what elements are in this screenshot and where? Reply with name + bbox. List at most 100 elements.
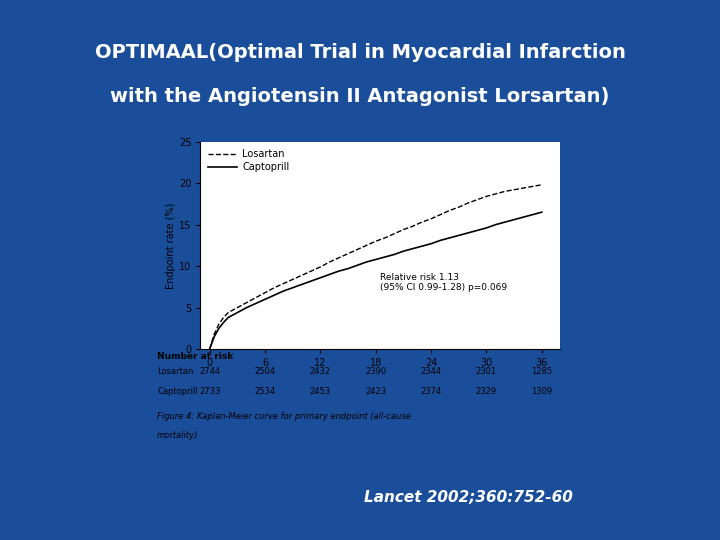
Captoprill xyxy=(251,300,260,307)
Captoprill xyxy=(219,319,228,326)
Captoprill xyxy=(381,254,390,260)
Y-axis label: Endpoint rate (%): Endpoint rate (%) xyxy=(166,202,176,288)
Losartan xyxy=(205,346,214,353)
Text: Lancet 2002;360:752-60: Lancet 2002;360:752-60 xyxy=(364,490,572,505)
Captoprill xyxy=(399,248,408,254)
Captoprill xyxy=(205,346,214,353)
Captoprill xyxy=(362,259,371,265)
Losartan xyxy=(307,268,315,274)
Text: mortality): mortality) xyxy=(157,431,199,440)
Losartan xyxy=(464,200,472,206)
Losartan xyxy=(261,289,269,296)
Losartan xyxy=(224,309,233,316)
Captoprill xyxy=(242,305,251,311)
Losartan xyxy=(408,223,417,230)
Losartan xyxy=(362,242,371,248)
Losartan xyxy=(297,272,306,279)
Captoprill xyxy=(408,246,417,252)
Captoprill xyxy=(325,271,334,278)
Losartan xyxy=(325,259,334,265)
Text: 2432: 2432 xyxy=(310,367,331,376)
Text: Losartan: Losartan xyxy=(157,367,194,376)
Captoprill xyxy=(297,281,306,288)
Captoprill xyxy=(500,219,509,225)
Text: Captoprill: Captoprill xyxy=(157,387,198,395)
Text: 1309: 1309 xyxy=(531,387,552,395)
Text: 2374: 2374 xyxy=(420,387,441,395)
Captoprill xyxy=(519,214,528,220)
Captoprill xyxy=(482,225,491,231)
Losartan xyxy=(427,215,436,222)
Captoprill xyxy=(279,288,288,294)
Losartan xyxy=(519,185,528,191)
Losartan xyxy=(454,204,463,211)
Captoprill xyxy=(261,296,269,302)
Losartan xyxy=(381,235,390,241)
Captoprill xyxy=(353,262,361,268)
Losartan xyxy=(399,226,408,233)
Losartan xyxy=(372,238,380,245)
Losartan xyxy=(270,285,279,291)
Losartan xyxy=(390,231,398,237)
Line: Captoprill: Captoprill xyxy=(210,212,541,349)
Text: with the Angiotensin II Antagonist Lorsartan): with the Angiotensin II Antagonist Lorsa… xyxy=(110,87,610,106)
Line: Losartan: Losartan xyxy=(210,185,541,349)
Captoprill xyxy=(510,217,518,223)
Captoprill xyxy=(454,232,463,239)
Captoprill xyxy=(224,314,233,321)
Losartan xyxy=(445,207,454,214)
Losartan xyxy=(242,299,251,306)
Text: Relative risk 1.13
(95% CI 0.99-1.28) p=0.069: Relative risk 1.13 (95% CI 0.99-1.28) p=… xyxy=(380,273,508,293)
Text: 2504: 2504 xyxy=(254,367,276,376)
Captoprill xyxy=(270,292,279,299)
Text: 2423: 2423 xyxy=(365,387,386,395)
Captoprill xyxy=(233,309,242,316)
Text: 2534: 2534 xyxy=(254,387,276,395)
Losartan xyxy=(288,276,297,282)
Captoprill xyxy=(372,256,380,263)
Captoprill xyxy=(491,221,500,228)
Losartan xyxy=(528,183,537,190)
Captoprill xyxy=(343,265,352,272)
Losartan xyxy=(482,193,491,200)
Losartan xyxy=(500,188,509,194)
Losartan xyxy=(491,191,500,197)
Captoprill xyxy=(418,243,426,249)
Text: 2733: 2733 xyxy=(199,387,220,395)
Captoprill xyxy=(427,240,436,247)
Captoprill xyxy=(316,274,325,281)
Text: Number at risk: Number at risk xyxy=(157,352,233,361)
Losartan xyxy=(473,197,482,203)
Captoprill xyxy=(288,285,297,291)
Text: OPTIMAAL(Optimal Trial in Myocardial Infarction: OPTIMAAL(Optimal Trial in Myocardial Inf… xyxy=(94,43,626,62)
Captoprill xyxy=(473,227,482,234)
Text: 2329: 2329 xyxy=(476,387,497,395)
Captoprill xyxy=(390,251,398,258)
Captoprill xyxy=(464,230,472,236)
Losartan xyxy=(510,186,518,193)
Text: 2744: 2744 xyxy=(199,367,220,376)
Losartan xyxy=(215,321,223,327)
Text: 2344: 2344 xyxy=(420,367,441,376)
Captoprill xyxy=(436,237,444,244)
Losartan xyxy=(279,280,288,287)
Captoprill xyxy=(215,325,223,332)
Text: 2453: 2453 xyxy=(310,387,331,395)
Losartan xyxy=(335,254,343,261)
Losartan xyxy=(418,219,426,225)
Losartan xyxy=(316,264,325,270)
Losartan xyxy=(251,294,260,301)
Text: 2301: 2301 xyxy=(476,367,497,376)
Captoprill xyxy=(445,235,454,241)
Losartan xyxy=(436,212,444,218)
Captoprill xyxy=(210,334,219,340)
Losartan xyxy=(233,305,242,311)
Losartan xyxy=(353,246,361,253)
Losartan xyxy=(210,331,219,338)
Captoprill xyxy=(537,209,546,215)
Losartan xyxy=(219,314,228,321)
Text: 1285: 1285 xyxy=(531,367,552,376)
Text: Figure 4: Kaplan-Meier curve for primary endpoint (all-cause: Figure 4: Kaplan-Meier curve for primary… xyxy=(157,411,411,421)
Legend: Losartan, Captoprill: Losartan, Captoprill xyxy=(205,146,292,175)
Captoprill xyxy=(335,268,343,274)
